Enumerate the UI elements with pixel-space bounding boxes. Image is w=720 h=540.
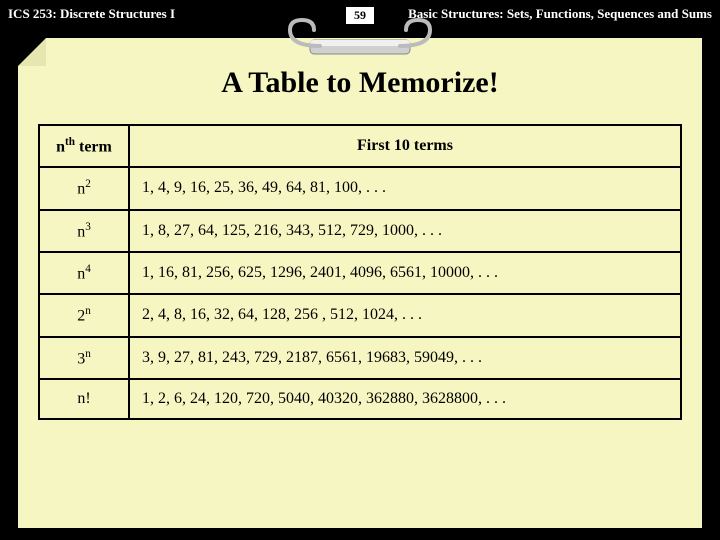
- course-code: ICS 253: Discrete Structures I: [8, 6, 175, 22]
- values-cell: 1, 4, 9, 16, 25, 36, 49, 64, 81, 100, . …: [129, 167, 681, 209]
- table-row: n21, 4, 9, 16, 25, 36, 49, 64, 81, 100, …: [39, 167, 681, 209]
- column-header-term: nth term: [39, 125, 129, 167]
- page-number-badge: 59: [345, 6, 375, 25]
- table-row: n!1, 2, 6, 24, 120, 720, 5040, 40320, 36…: [39, 379, 681, 419]
- table-body: n21, 4, 9, 16, 25, 36, 49, 64, 81, 100, …: [39, 167, 681, 419]
- page-curl-icon: [18, 38, 46, 66]
- values-cell: 1, 8, 27, 64, 125, 216, 343, 512, 729, 1…: [129, 210, 681, 252]
- column-header-values: First 10 terms: [129, 125, 681, 167]
- values-cell: 1, 16, 81, 256, 625, 1296, 2401, 4096, 6…: [129, 252, 681, 294]
- term-cell: n4: [39, 252, 129, 294]
- table-row: 3n3, 9, 27, 81, 243, 729, 2187, 6561, 19…: [39, 337, 681, 379]
- term-cell: 2n: [39, 294, 129, 336]
- term-cell: n2: [39, 167, 129, 209]
- slide-body: A Table to Memorize! nth term First 10 t…: [18, 38, 702, 528]
- term-cell: 3n: [39, 337, 129, 379]
- sequences-table: nth term First 10 terms n21, 4, 9, 16, 2…: [38, 124, 682, 420]
- slide-title: A Table to Memorize!: [18, 66, 702, 100]
- chapter-title: Basic Structures: Sets, Functions, Seque…: [408, 6, 712, 22]
- term-cell: n!: [39, 379, 129, 419]
- term-cell: n3: [39, 210, 129, 252]
- values-cell: 1, 2, 6, 24, 120, 720, 5040, 40320, 3628…: [129, 379, 681, 419]
- table-row: n41, 16, 81, 256, 625, 1296, 2401, 4096,…: [39, 252, 681, 294]
- table-row: n31, 8, 27, 64, 125, 216, 343, 512, 729,…: [39, 210, 681, 252]
- values-cell: 3, 9, 27, 81, 243, 729, 2187, 6561, 1968…: [129, 337, 681, 379]
- table-header-row: nth term First 10 terms: [39, 125, 681, 167]
- values-cell: 2, 4, 8, 16, 32, 64, 128, 256 , 512, 102…: [129, 294, 681, 336]
- table-row: 2n2, 4, 8, 16, 32, 64, 128, 256 , 512, 1…: [39, 294, 681, 336]
